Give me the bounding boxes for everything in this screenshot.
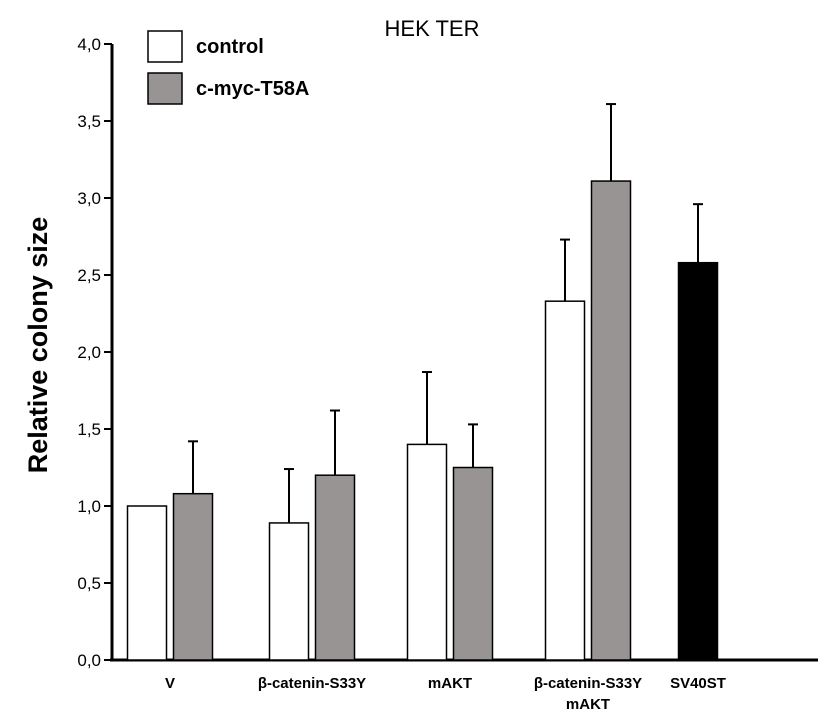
y-tick-label: 4,0 [77,35,101,54]
plot-area: 0,0 0,5 1,0 1,5 2,0 2,5 3,0 3,5 4,0 V β-catenin-S3… [77,35,818,713]
x-tick-label: SV40ST [670,675,726,692]
y-axis-label: Relative colony size [23,217,53,474]
legend-label: control [196,36,264,58]
x-tick-label: V [165,675,175,692]
y-tick-label: 2,5 [77,266,101,285]
x-tick-label: mAKT [566,696,610,713]
y-tick-label: 1,5 [77,420,101,439]
y-tick-label: 2,0 [77,343,101,362]
y-tick-label: 3,5 [77,112,101,131]
chart-title: HEK TER [385,16,480,41]
bar [590,180,632,661]
x-tick-label: β-catenin-S33Y [534,675,642,692]
legend-swatch [147,30,183,63]
y-tick-label: 0,5 [77,574,101,593]
bar [406,443,448,661]
bar [544,300,586,661]
x-tick-label: mAKT [428,675,472,692]
bar [677,261,719,661]
x-tick-label: β-catenin-S33Y [258,675,366,692]
legend-label: c-myc-T58A [196,78,309,100]
y-tick-label: 1,0 [77,497,101,516]
legend-swatch [147,72,183,105]
bar [172,492,214,661]
bar [126,505,168,661]
bar [268,522,310,661]
bar [452,466,494,661]
y-tick-label: 3,0 [77,189,101,208]
bar [314,474,356,661]
legend: control c-myc-T58A [147,30,309,105]
y-tick-label: 0,0 [77,651,101,670]
